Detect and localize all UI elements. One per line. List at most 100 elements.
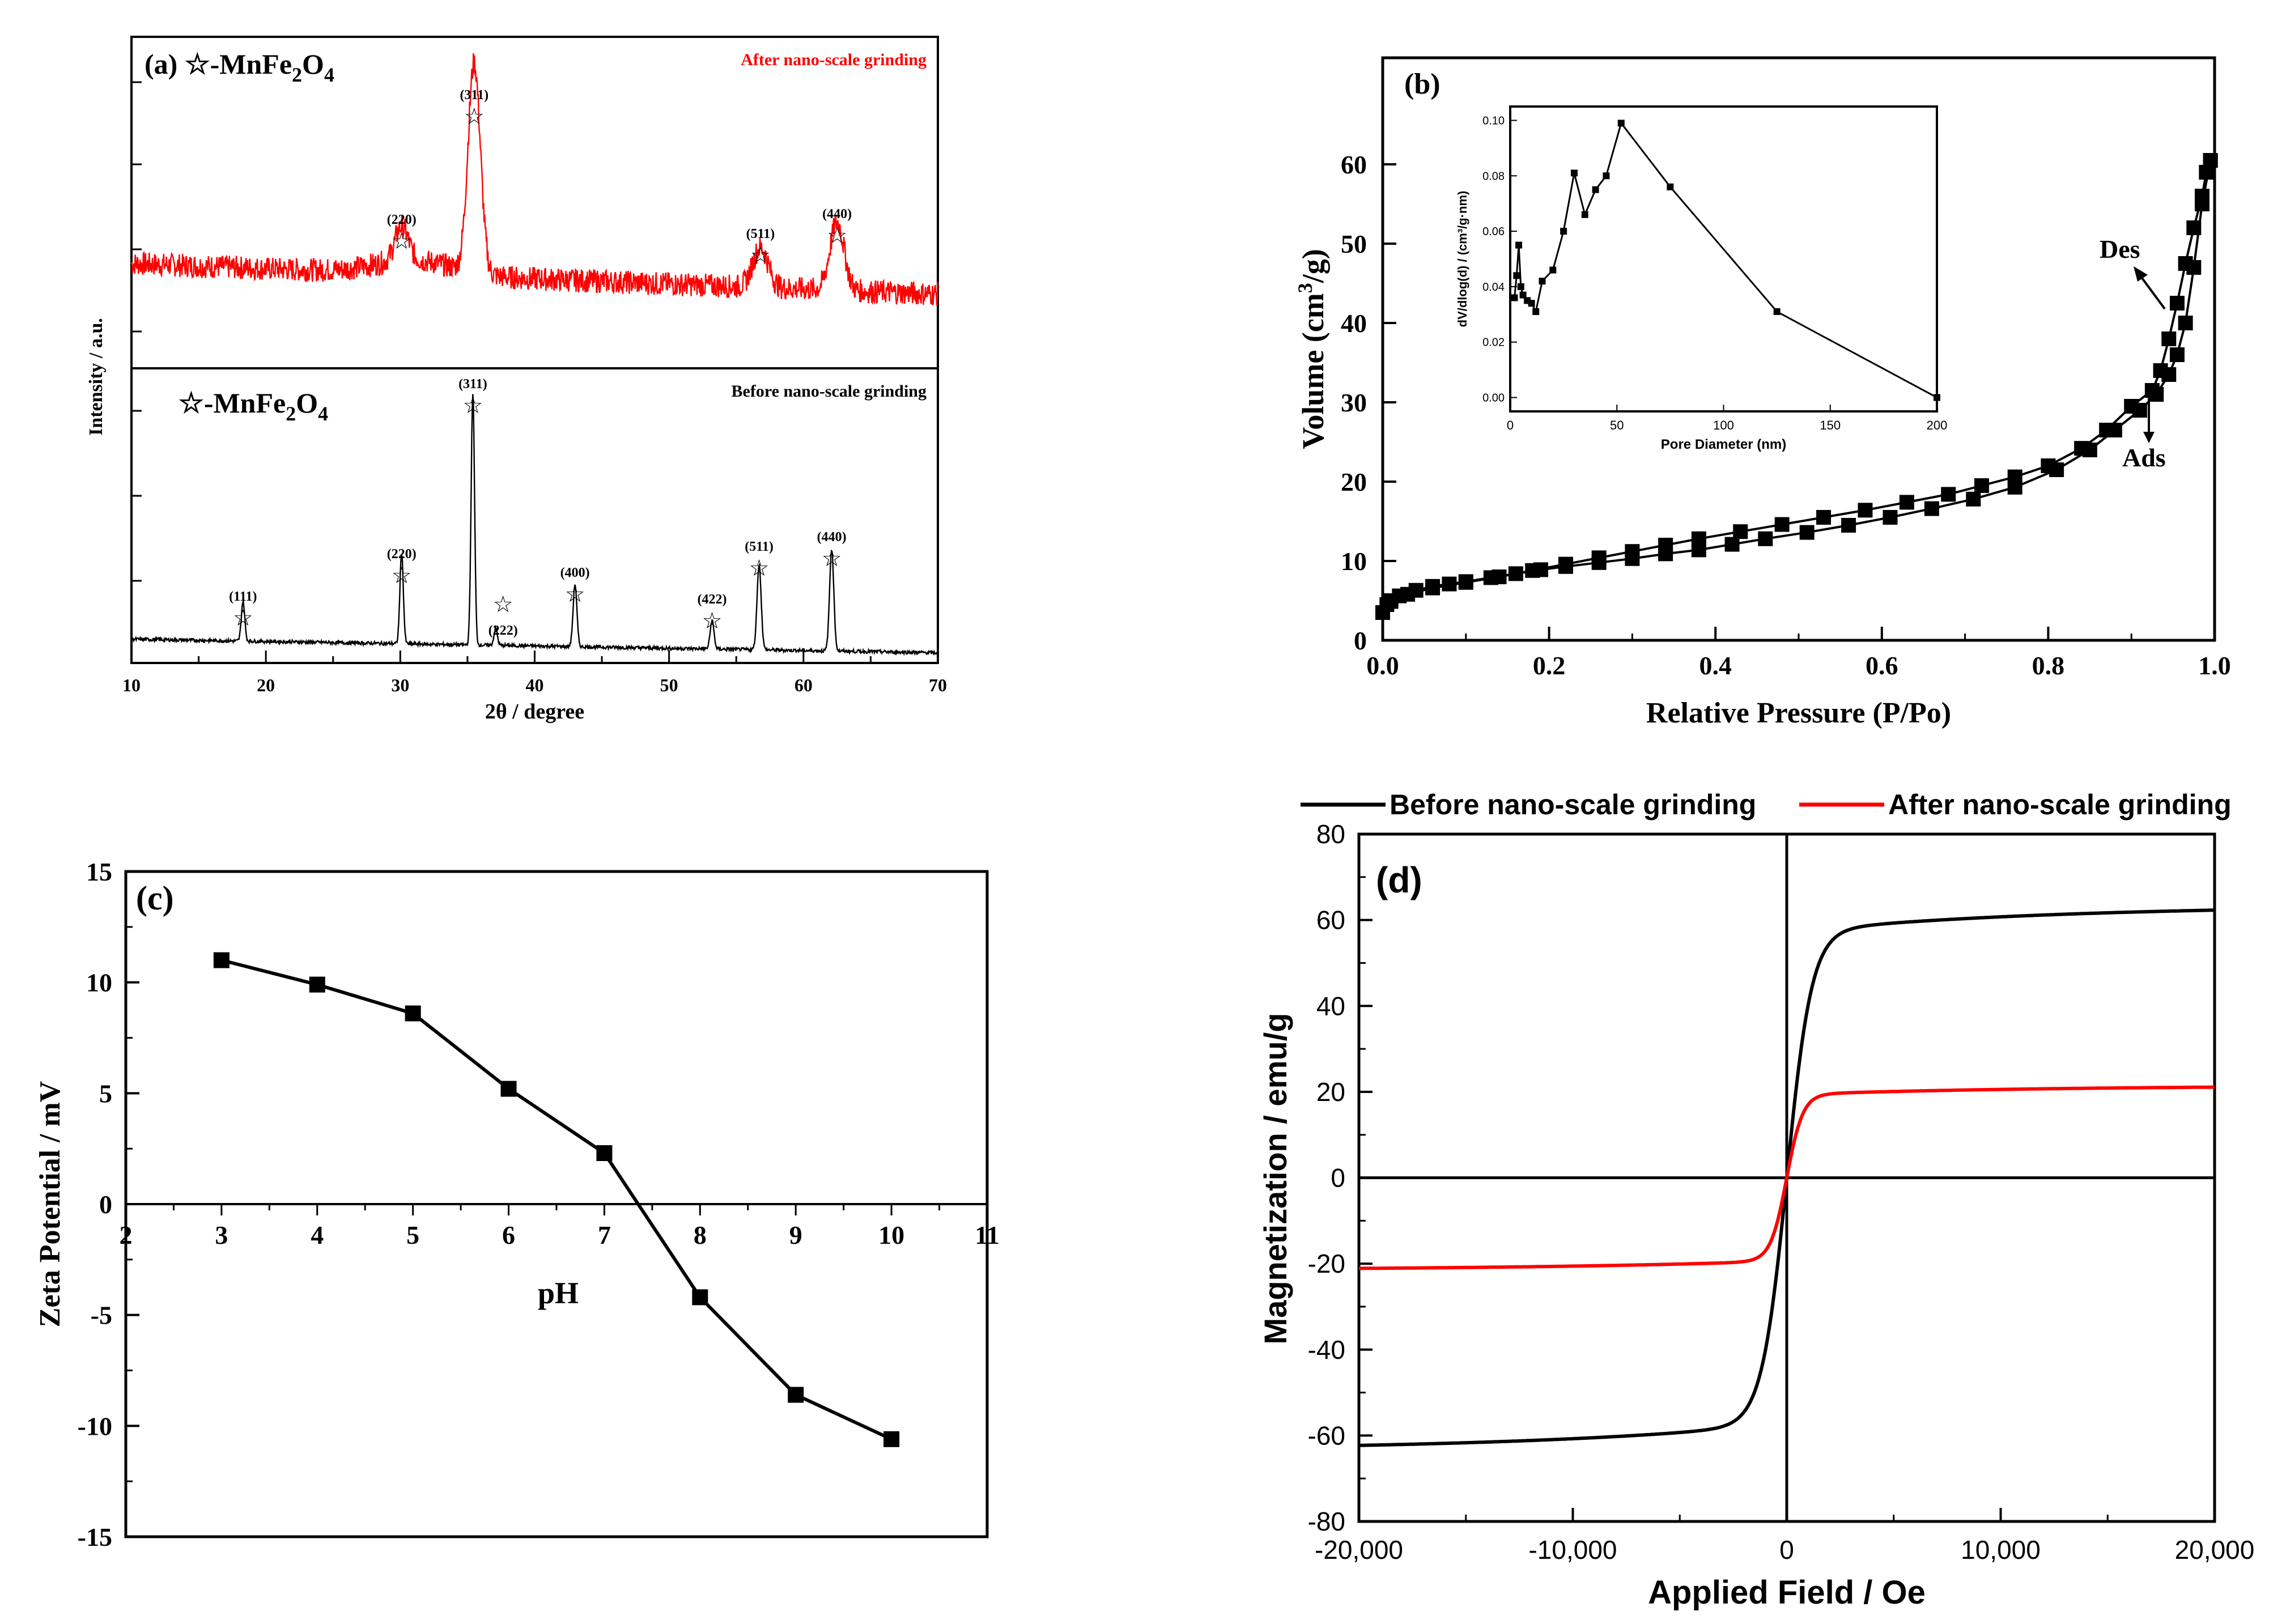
y-axis-label: Volume (cm3/g) [1294,249,1330,449]
isotherm-point [1974,478,1989,493]
y-tick-label: -80 [1308,1507,1345,1536]
x-tick-label: 0.4 [1699,651,1732,680]
inset-point [1570,169,1578,177]
isotherm-point [1558,556,1573,572]
isotherm-point [1591,550,1607,566]
inset-y-tick-label: 0.00 [1482,392,1505,405]
isotherm-point [2099,423,2114,437]
isotherm-point [1774,517,1790,532]
x-tick-label: 50 [660,675,678,695]
after-grinding-pattern [130,53,939,306]
x-tick-label: -20,000 [1315,1535,1403,1565]
isotherm-point [2178,316,2193,330]
before-grinding-pattern [131,394,938,656]
inset-point [1511,294,1518,301]
panel-a-frame [130,36,939,664]
inset-point [1532,308,1540,315]
inset-x-axis-label: Pore Diameter (nm) [1661,437,1786,452]
y-tick-label: 15 [86,857,112,886]
peak-label: (422) [698,592,727,607]
isotherm-point [2041,458,2056,473]
panel-b: 0.0 0.2 0.4 0.6 0.8 1.00102030405060Relative … [1294,56,2231,729]
peak-star: ☆ [822,546,842,571]
ads-arrowhead [2143,432,2155,443]
inset-point [1617,120,1625,127]
title-part: O [302,48,324,80]
peak-label: (511) [746,227,775,241]
peak-star: ☆ [462,393,483,418]
panel-label: (d) [1376,860,1422,900]
isotherm-point [1691,531,1706,546]
title-part: (a) [145,48,177,80]
peak-star: ☆ [750,243,771,268]
zeta-curve [221,958,893,1441]
x-tick-label: 4 [311,1221,324,1249]
isotherm-point [1758,531,1773,546]
isotherm-point [2074,441,2089,456]
zeta-point [213,952,230,968]
isotherm-point [2144,383,2160,398]
isotherm-point [2199,165,2214,180]
peak-label: (511) [745,539,774,554]
des-arrowhead [2134,266,2148,282]
y-tick-label: -15 [78,1523,112,1551]
y-tick-label: 60 [1316,905,1345,935]
x-tick-label: 0.8 [2032,651,2065,680]
isotherm-point [2169,347,2185,362]
y-tick-label: -20 [1308,1249,1345,1278]
x-tick-label: 10,000 [1961,1535,2041,1565]
zeta-point [692,1289,708,1306]
isotherm-point [1799,525,1815,540]
inset-point [1934,394,1940,401]
x-tick-label: 40 [526,675,544,695]
isotherm-point [2007,469,2022,484]
inset-point [1581,211,1588,218]
inset-point [1603,172,1610,180]
inset-point [1528,300,1535,307]
inset-y-tick-label: 0.10 [1482,114,1505,127]
zeta-point [500,1081,517,1097]
peak-star: ☆ [702,609,723,634]
y-axis-label: Magnetization / emu/g [1257,1013,1293,1345]
y-tick-label: 0 [1331,1163,1345,1193]
peak-label: (220) [387,547,417,562]
y-axis-label: Intensity / a.u. [86,318,107,436]
inset-x-tick-label: 50 [1610,418,1624,432]
peak-star: ☆ [392,229,412,254]
isotherm-point [1941,487,1956,502]
x-tick-label: 5 [406,1221,419,1249]
isotherm-point [1924,501,1939,516]
legend-label-after: After nano-scale grinding [1888,789,2232,820]
x-axis-label: 2θ / degree [485,700,584,724]
title-part: O [296,387,318,419]
title-part [177,48,185,80]
legend-label-before: Before nano-scale grinding [1390,789,1756,820]
before-grinding-label: Before nano-scale grinding [732,382,927,401]
isotherm-point [1525,563,1540,578]
inset-x-tick-label: 200 [1927,418,1948,432]
x-tick-label: 0.6 [1866,651,1898,680]
isotherm-point [1492,569,1507,584]
y-axis-label: Zeta Potential / mV [34,1081,66,1328]
isotherm-point [2186,220,2202,235]
x-tick-label: 0.2 [1533,651,1566,680]
y-tick-label: 0 [99,1190,112,1219]
inset-point [1517,283,1524,290]
inset-point [1667,183,1674,190]
title-part: ☆-MnFe [179,387,286,419]
zeta-point [596,1145,613,1161]
x-tick-label: 1.0 [2198,651,2231,680]
isotherm-point [2169,296,2185,311]
isotherm-point [2194,189,2209,203]
x-tick-label: -10,000 [1528,1535,1617,1565]
isotherm-point [1458,575,1473,590]
y-tick-label: 10 [86,968,112,997]
peak-label: (311) [458,377,487,392]
isotherm-point [1625,544,1640,559]
panel-d: -20,000 -10,000 0 10,000 20,000 -80 -60 -40 -20 0… [1257,789,2254,1611]
peak-star: ☆ [565,582,585,607]
x-tick-label: 30 [391,675,409,695]
panel-a: 10 20 30 40 50 60 70 2θ / degree Intensity / a.u… [86,36,947,724]
inset-point [1773,308,1781,315]
